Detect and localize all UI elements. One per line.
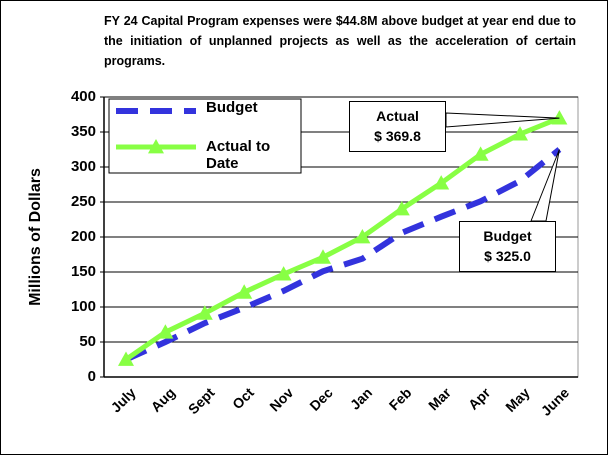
callout-line: Actual — [376, 108, 419, 124]
x-tick-label: Oct — [229, 384, 257, 412]
marker — [472, 146, 489, 161]
legend-label: Budget — [206, 99, 258, 116]
legend-marker — [148, 139, 164, 154]
marker — [118, 351, 134, 366]
y-tick-label: 50 — [79, 333, 96, 350]
y-tick-label: 150 — [71, 263, 96, 280]
callout-line: $ 369.8 — [374, 128, 421, 144]
callout-line: $ 325.0 — [484, 248, 531, 264]
callout-actual: Actual $ 369.8 — [349, 101, 446, 152]
series-line — [124, 147, 562, 363]
y-tick-label: 400 — [71, 88, 96, 105]
x-tick-label: Aug — [148, 384, 179, 415]
x-tick-label: Nov — [266, 384, 296, 414]
chart-title: FY 24 Capital Program expenses were $44.… — [104, 14, 576, 68]
x-tick-label: Jan — [347, 384, 375, 412]
marker — [196, 305, 213, 320]
marker — [512, 126, 528, 141]
x-tick-label: Dec — [306, 384, 336, 414]
y-tick-label: 100 — [71, 298, 96, 315]
marker — [551, 110, 568, 125]
y-tick-label: 300 — [71, 158, 96, 175]
series-line — [124, 115, 561, 362]
legend-label: Actual to Date — [206, 138, 271, 172]
legend — [108, 98, 302, 174]
marker — [315, 249, 331, 264]
y-axis-label: Millions of Dollars — [27, 168, 44, 306]
y-tick-label: 200 — [71, 228, 96, 245]
y-tick-label: 250 — [71, 193, 96, 210]
marker — [157, 324, 174, 339]
y-tick-label: 350 — [71, 123, 96, 140]
x-tick-label: June — [538, 384, 573, 419]
marker — [433, 175, 450, 190]
x-tick-label: Apr — [465, 384, 494, 413]
x-tick-label: July — [108, 384, 139, 415]
x-tick-label: Feb — [386, 384, 415, 413]
x-tick-label: May — [502, 384, 533, 415]
x-tick-label: Sept — [185, 384, 218, 417]
marker — [236, 284, 253, 299]
callout-line: Budget — [483, 228, 532, 244]
marker — [354, 229, 371, 244]
y-tick-label: 0 — [88, 368, 96, 385]
x-tick-label: Mar — [425, 384, 454, 413]
callout-leader — [445, 112, 560, 128]
marker — [275, 266, 292, 281]
marker — [393, 201, 410, 216]
callout-budget: Budget $ 325.0 — [459, 221, 556, 272]
